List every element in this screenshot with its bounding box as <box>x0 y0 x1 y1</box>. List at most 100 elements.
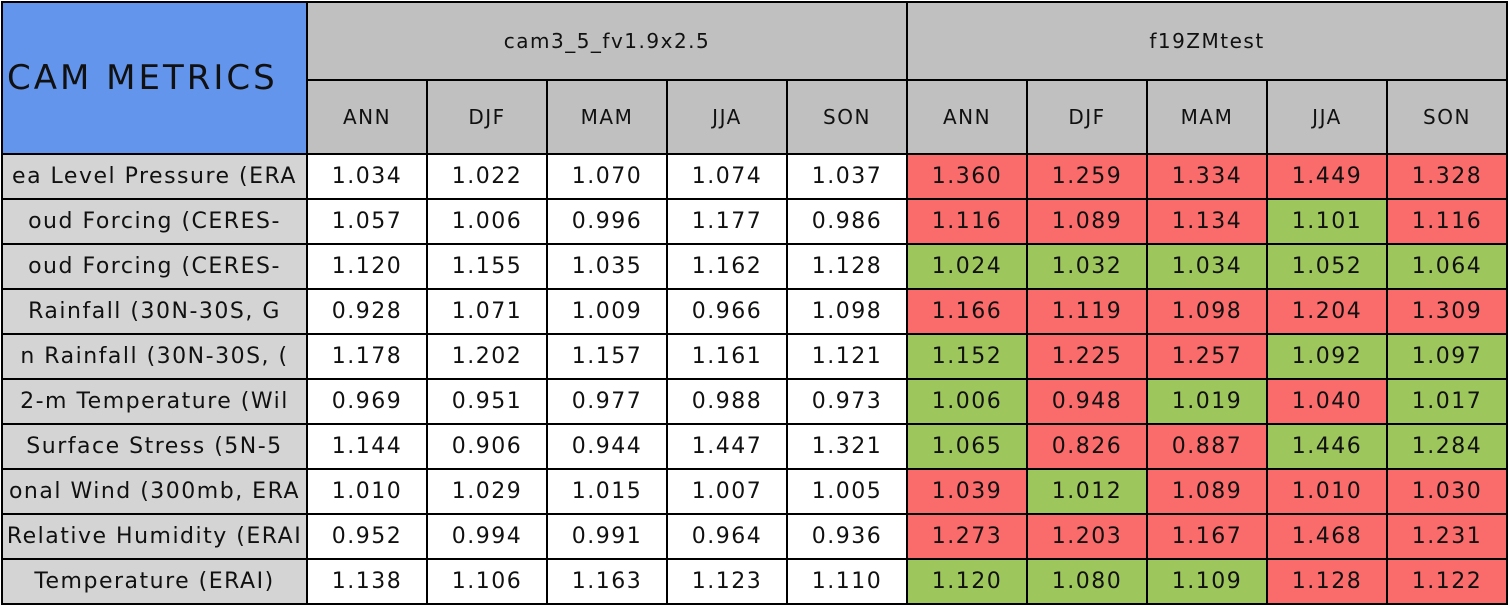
metric-cell: 1.446 <box>1266 423 1388 470</box>
season-header: MAM <box>1146 79 1268 155</box>
season-header: DJF <box>1026 79 1148 155</box>
metric-cell: 1.007 <box>666 468 788 515</box>
metric-cell: 0.977 <box>546 378 668 425</box>
metric-cell: 1.010 <box>1266 468 1388 515</box>
group-header: f19ZMtest <box>906 1 1508 81</box>
metric-cell: 1.037 <box>786 153 908 200</box>
metric-cell: 1.040 <box>1266 378 1388 425</box>
metric-cell: 1.225 <box>1026 333 1148 380</box>
metric-cell: 0.948 <box>1026 378 1148 425</box>
metric-cell: 0.988 <box>666 378 788 425</box>
data-row: oud Forcing (CERES- 1.120 1.155 1.035 1.162 1… <box>1 243 1508 290</box>
metric-cell: 0.986 <box>786 198 908 245</box>
row-label: n Rainfall (30N-30S, ( <box>1 333 308 380</box>
metric-cell: 1.161 <box>666 333 788 380</box>
metric-cell: 1.035 <box>546 243 668 290</box>
metric-cell: 1.177 <box>666 198 788 245</box>
metric-cell: 1.178 <box>306 333 428 380</box>
metric-cell: 0.966 <box>666 288 788 335</box>
metric-cell: 1.128 <box>786 243 908 290</box>
metric-cell: 1.166 <box>906 288 1028 335</box>
data-row: onal Wind (300mb, ERA 1.010 1.029 1.015 1.00… <box>1 468 1508 515</box>
metric-cell: 1.006 <box>906 378 1028 425</box>
metric-cell: 1.163 <box>546 558 668 605</box>
metric-cell: 1.034 <box>1146 243 1268 290</box>
metric-cell: 1.022 <box>426 153 548 200</box>
metric-cell: 1.202 <box>426 333 548 380</box>
metric-cell: 0.964 <box>666 513 788 560</box>
data-row: ea Level Pressure (ERA 1.034 1.022 1.070 1.0… <box>1 153 1508 200</box>
header-row: CAM METRICS cam3_5_fv1.9x2.5 f19ZMtest <box>1 1 1508 155</box>
metric-cell: 1.092 <box>1266 333 1388 380</box>
metric-cell: 0.991 <box>546 513 668 560</box>
group-header: cam3_5_fv1.9x2.5 <box>306 1 908 81</box>
metric-cell: 1.098 <box>786 288 908 335</box>
data-row: oud Forcing (CERES- 1.057 1.006 0.996 1.177 0… <box>1 198 1508 245</box>
metric-cell: 1.098 <box>1146 288 1268 335</box>
metric-cell: 1.144 <box>306 423 428 470</box>
metric-cell: 1.097 <box>1386 333 1508 380</box>
season-header: JJA <box>1266 79 1388 155</box>
season-header: ANN <box>906 79 1028 155</box>
row-label: Relative Humidity (ERAI <box>1 513 308 560</box>
metric-cell: 0.906 <box>426 423 548 470</box>
metric-cell: 1.259 <box>1026 153 1148 200</box>
row-label: Rainfall (30N-30S, G <box>1 288 308 335</box>
metric-cell: 1.006 <box>426 198 548 245</box>
metric-cell: 1.009 <box>546 288 668 335</box>
metric-cell: 1.089 <box>1026 198 1148 245</box>
metric-cell: 0.936 <box>786 513 908 560</box>
metric-cell: 1.005 <box>786 468 908 515</box>
metric-cell: 0.826 <box>1026 423 1148 470</box>
season-header: SON <box>1386 79 1508 155</box>
metric-cell: 1.167 <box>1146 513 1268 560</box>
season-header: SON <box>786 79 908 155</box>
row-label: oud Forcing (CERES- <box>1 198 308 245</box>
metric-cell: 1.109 <box>1146 558 1268 605</box>
metric-cell: 1.074 <box>666 153 788 200</box>
data-row: Rainfall (30N-30S, G 0.928 1.071 1.009 0.966… <box>1 288 1508 335</box>
metric-cell: 1.116 <box>906 198 1028 245</box>
metric-cell: 1.157 <box>546 333 668 380</box>
metric-cell: 1.019 <box>1146 378 1268 425</box>
metric-cell: 0.952 <box>306 513 428 560</box>
metric-cell: 1.070 <box>546 153 668 200</box>
metric-cell: 1.089 <box>1146 468 1268 515</box>
metric-cell: 1.080 <box>1026 558 1148 605</box>
metric-cell: 1.030 <box>1386 468 1508 515</box>
data-row: Temperature (ERAI) 1.138 1.106 1.163 1.123 1.… <box>1 558 1508 605</box>
metric-cell: 1.138 <box>306 558 428 605</box>
season-header: MAM <box>546 79 668 155</box>
metric-cell: 1.032 <box>1026 243 1148 290</box>
metric-cell: 1.057 <box>306 198 428 245</box>
metric-cell: 1.015 <box>546 468 668 515</box>
metric-cell: 1.162 <box>666 243 788 290</box>
metric-cell: 1.101 <box>1266 198 1388 245</box>
metric-cell: 1.039 <box>906 468 1028 515</box>
metric-cell: 1.328 <box>1386 153 1508 200</box>
metric-cell: 1.273 <box>906 513 1028 560</box>
data-row: Relative Humidity (ERAI 0.952 0.994 0.991 0.… <box>1 513 1508 560</box>
metric-cell: 0.994 <box>426 513 548 560</box>
metric-cell: 1.012 <box>1026 468 1148 515</box>
metric-cell: 1.447 <box>666 423 788 470</box>
metric-cell: 1.257 <box>1146 333 1268 380</box>
season-header: ANN <box>306 79 428 155</box>
metric-cell: 1.029 <box>426 468 548 515</box>
metric-cell: 0.973 <box>786 378 908 425</box>
metric-cell: 1.449 <box>1266 153 1388 200</box>
metric-cell: 1.120 <box>906 558 1028 605</box>
metric-cell: 1.024 <box>906 243 1028 290</box>
metric-cell: 0.996 <box>546 198 668 245</box>
metric-cell: 1.152 <box>906 333 1028 380</box>
row-label: Surface Stress (5N-5 <box>1 423 308 470</box>
metric-cell: 0.928 <box>306 288 428 335</box>
metric-cell: 1.110 <box>786 558 908 605</box>
metric-cell: 1.321 <box>786 423 908 470</box>
metric-cell: 1.231 <box>1386 513 1508 560</box>
metric-cell: 1.052 <box>1266 243 1388 290</box>
metric-cell: 0.951 <box>426 378 548 425</box>
data-row: 2-m Temperature (Wil 0.969 0.951 0.977 0.988… <box>1 378 1508 425</box>
